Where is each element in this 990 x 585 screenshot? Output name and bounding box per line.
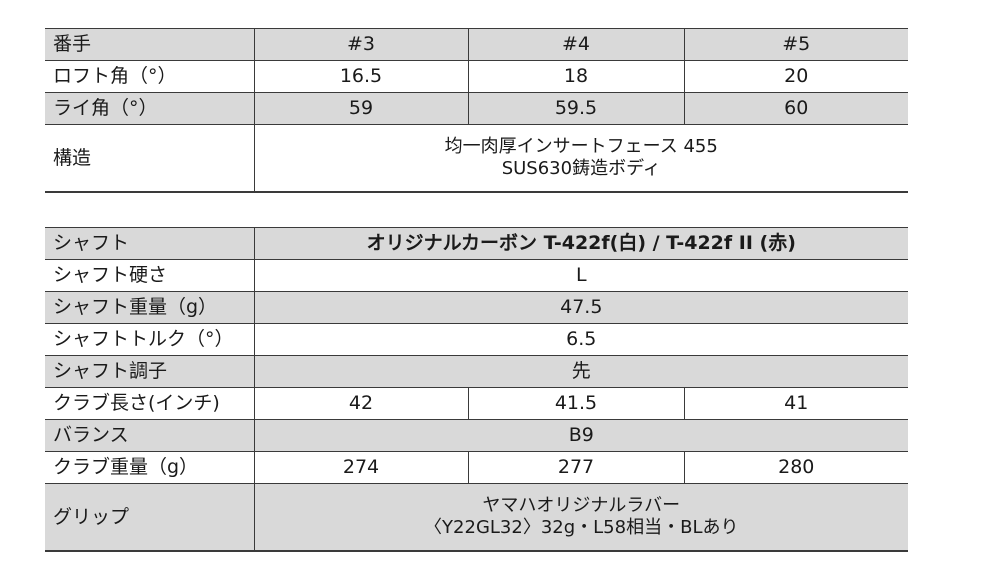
- table-cell: 20: [683, 60, 908, 93]
- grip-line-2: 〈Y22GL32〉32g・L58相当・BLあり: [424, 517, 739, 538]
- row-label: バランス: [45, 419, 254, 452]
- row-label: シャフト調子: [45, 355, 254, 388]
- table-cell: 277: [467, 451, 684, 484]
- grip-line-1: ヤマハオリジナルラバー: [482, 495, 681, 517]
- grip-row: グリップ ヤマハオリジナルラバー 〈Y22GL32〉32g・L58相当・BLあり: [45, 483, 909, 552]
- head-spec-table: 番手 #3 #4 #5 ロフト角（°） 16.5 18 20 ライ角（°） 59…: [45, 28, 908, 193]
- table-cell: L: [253, 259, 909, 292]
- club-length-row: クラブ長さ(インチ) 42 41.5 41: [45, 387, 909, 420]
- table-cell: 16.5: [253, 60, 468, 93]
- table-cell: 274: [253, 451, 468, 484]
- row-label: 番手: [45, 28, 254, 61]
- lie-row: ライ角（°） 59 59.5 60: [45, 92, 908, 125]
- table-cell: 59.5: [467, 92, 684, 125]
- construction-value: 均一肉厚インサートフェース 455 SUS630鋳造ボディ: [253, 124, 908, 193]
- club-number-row: 番手 #3 #4 #5: [45, 28, 908, 61]
- table-cell: 41.5: [467, 387, 684, 420]
- row-label: ロフト角（°）: [45, 60, 254, 93]
- row-label: グリップ: [45, 483, 254, 552]
- club-4-header: #4: [467, 28, 684, 61]
- shaft-row: シャフト オリジナルカーボン T-422f(白) / T-422f II (赤): [45, 227, 909, 260]
- shaft-spec-table: シャフト オリジナルカーボン T-422f(白) / T-422f II (赤)…: [45, 227, 909, 552]
- row-label: クラブ重量（g）: [45, 451, 254, 484]
- shaft-flex-row: シャフト硬さ L: [45, 259, 909, 292]
- shaft-name: オリジナルカーボン T-422f(白) / T-422f II (赤): [253, 227, 909, 260]
- table-cell: 42: [253, 387, 468, 420]
- table-cell: B9: [253, 419, 909, 452]
- table-cell: 59: [253, 92, 468, 125]
- club-3-header: #3: [253, 28, 468, 61]
- shaft-kick-row: シャフト調子 先: [45, 355, 909, 388]
- table-cell: 280: [683, 451, 909, 484]
- table-cell: 先: [253, 355, 909, 388]
- table-cell: 6.5: [253, 323, 909, 356]
- construction-line-2: SUS630鋳造ボディ: [501, 158, 661, 179]
- row-label: シャフト硬さ: [45, 259, 254, 292]
- balance-row: バランス B9: [45, 419, 909, 452]
- loft-row: ロフト角（°） 16.5 18 20: [45, 60, 908, 93]
- shaft-weight-row: シャフト重量（g） 47.5: [45, 291, 909, 324]
- table-cell: 60: [683, 92, 908, 125]
- table-cell: 47.5: [253, 291, 909, 324]
- row-label: クラブ長さ(インチ): [45, 387, 254, 420]
- row-label: シャフトトルク（°）: [45, 323, 254, 356]
- construction-line-1: 均一肉厚インサートフェース 455: [444, 136, 718, 158]
- row-label: シャフト重量（g）: [45, 291, 254, 324]
- table-cell: 18: [467, 60, 684, 93]
- row-label: ライ角（°）: [45, 92, 254, 125]
- club-weight-row: クラブ重量（g） 274 277 280: [45, 451, 909, 484]
- construction-row: 構造 均一肉厚インサートフェース 455 SUS630鋳造ボディ: [45, 124, 908, 193]
- table-cell: 41: [683, 387, 909, 420]
- row-label: シャフト: [45, 227, 254, 260]
- shaft-torque-row: シャフトトルク（°） 6.5: [45, 323, 909, 356]
- club-5-header: #5: [683, 28, 908, 61]
- row-label: 構造: [45, 124, 254, 193]
- grip-value: ヤマハオリジナルラバー 〈Y22GL32〉32g・L58相当・BLあり: [253, 483, 909, 552]
